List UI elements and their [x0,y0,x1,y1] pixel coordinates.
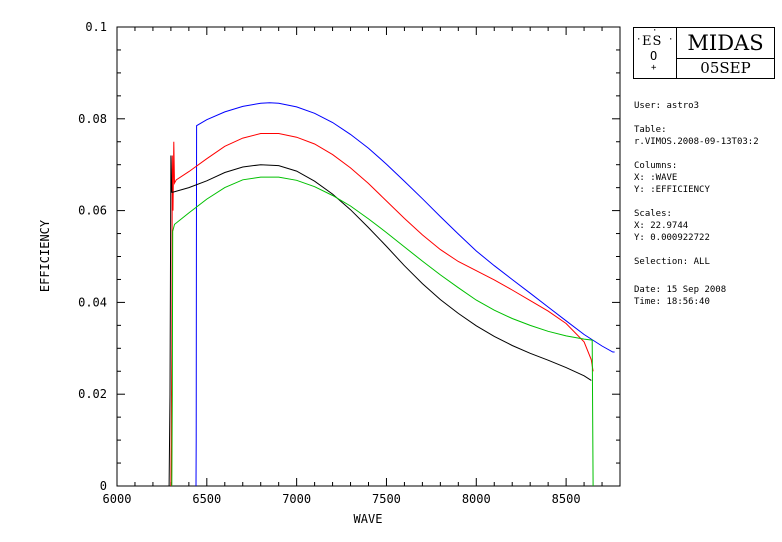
series-line-4 [171,176,594,487]
x-tick-label: 6500 [192,492,221,506]
efficiency-chart: 6000 6500 7000 7500 8000 8500 0 0.02 0.04 0.06 0.0… [38,20,621,526]
y-tick-label: 0.06 [78,204,107,218]
plot-frame [116,26,621,487]
x-tick-label: 7500 [372,492,401,506]
info-selection: Selection: ALL [634,257,710,267]
y-tick-label: 0.1 [85,20,107,34]
info-table-label: Table: [634,125,667,135]
y-tick-label: 0 [100,479,107,493]
x-axis-label: WAVE [354,512,383,526]
series-line-3 [168,155,592,487]
x-tick-label: 8000 [462,492,491,506]
info-columns-y: Y: :EFFICIENCY [634,185,710,195]
midas-date: 05SEP [700,59,751,77]
eso-logo: · · · ES O + [634,27,677,78]
y-tick-label: 0.08 [78,112,107,126]
info-scales-x: X: 22.9744 [634,221,689,231]
series-group [168,102,615,487]
info-date: Date: 15 Sep 2008 [634,285,727,295]
y-axis-label: EFFICIENCY [38,219,52,292]
info-scales-y: Y: 0.000922722 [634,233,710,243]
series-line-2 [170,133,594,487]
x-tick-label: 6000 [103,492,132,506]
info-columns-label: Columns: [634,161,678,171]
midas-logo: · · · ES O + MIDAS 05SEP [633,27,775,79]
eso-o: O [650,49,658,63]
info-columns-x: X: :WAVE [634,173,678,183]
x-tick-label: 8500 [552,492,581,506]
eso-letters: ES [642,34,663,49]
info-table-value: r.VIMOS.2008-09-13T03:2 [634,137,759,147]
tick-labels: 6000 6500 7000 7500 8000 8500 0 0.02 0.04 0.06 0.0… [78,20,580,506]
y-tick-label: 0.04 [78,295,107,309]
axis-ticks [116,26,621,487]
info-panel: User: astro3 Table: r.VIMOS.2008-09-13T0… [634,100,782,308]
info-user: User: astro3 [634,101,700,111]
x-tick-label: 7000 [282,492,311,506]
y-tick-label: 0.02 [78,387,107,401]
info-scales-label: Scales: [634,209,672,219]
series-line-1 [195,102,615,487]
info-time: Time: 18:56:40 [634,297,710,307]
midas-title: MIDAS [677,28,774,59]
